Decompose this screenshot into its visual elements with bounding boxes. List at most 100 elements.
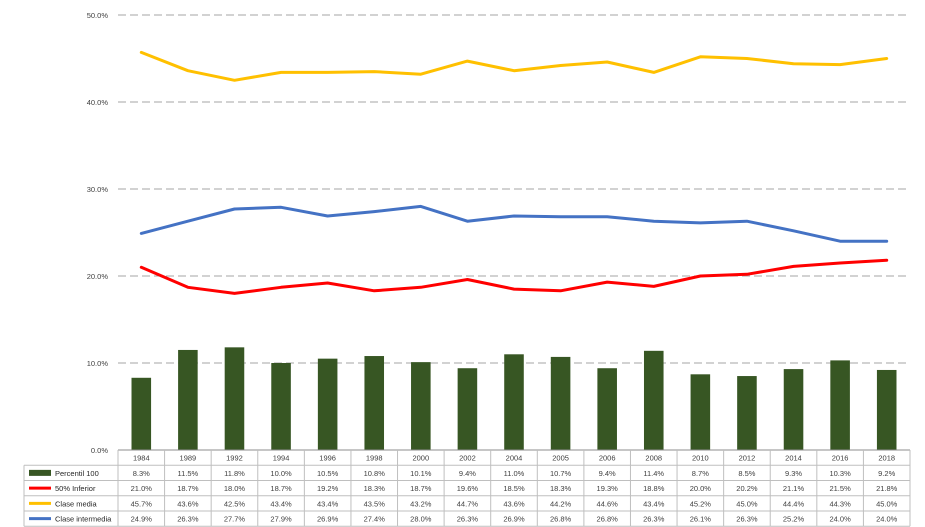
table-cell: 21.5%: [829, 484, 851, 493]
table-cell: 24.0%: [876, 515, 898, 524]
x-tick-label: 1994: [273, 454, 290, 463]
table-cell: 26.3%: [457, 515, 479, 524]
table-cell: 18.7%: [410, 484, 432, 493]
x-tick-label: 1989: [180, 454, 197, 463]
legend-key: [29, 469, 51, 476]
table-cell: 19.6%: [457, 484, 479, 493]
bar: [876, 369, 897, 450]
table-cell: 21.0%: [131, 484, 153, 493]
table-cell: 21.8%: [876, 484, 898, 493]
bar: [224, 347, 245, 450]
y-tick-label: 50.0%: [87, 11, 109, 20]
table-cell: 26.3%: [643, 515, 665, 524]
table-cell: 10.7%: [550, 469, 572, 478]
series-line-clase-intermedia: [139, 204, 889, 243]
table-cell: 19.3%: [597, 484, 619, 493]
table-cell: 10.8%: [364, 469, 386, 478]
x-tick-label: 2018: [878, 454, 895, 463]
legend-label: 50% Inferior: [55, 484, 96, 493]
table-cell: 9.4%: [599, 469, 616, 478]
table-cell: 20.0%: [690, 484, 712, 493]
table-cell: 25.2%: [783, 515, 805, 524]
series-line-50-inferior: [139, 258, 889, 295]
table-cell: 18.0%: [224, 484, 246, 493]
x-tick-label: 2005: [552, 454, 569, 463]
x-tick-label: 1996: [319, 454, 336, 463]
bar: [783, 369, 804, 450]
table-cell: 44.4%: [783, 499, 805, 508]
x-tick-label: 2008: [645, 454, 662, 463]
table-cell: 45.2%: [690, 499, 712, 508]
x-tick-label: 2000: [412, 454, 429, 463]
table-cell: 10.5%: [317, 469, 339, 478]
table-cell: 10.0%: [270, 469, 292, 478]
table-cell: 21.1%: [783, 484, 805, 493]
bar: [597, 368, 617, 450]
table-cell: 9.4%: [459, 469, 476, 478]
bar: [737, 376, 757, 450]
table-cell: 24.0%: [829, 515, 851, 524]
table-cell: 18.3%: [364, 484, 386, 493]
table-cell: 27.4%: [364, 515, 386, 524]
table-cell: 8.5%: [738, 469, 755, 478]
y-tick-label: 40.0%: [87, 98, 109, 107]
table-cell: 9.2%: [878, 469, 895, 478]
table-cell: 43.4%: [270, 499, 292, 508]
bar: [411, 362, 431, 450]
table-cell: 11.4%: [643, 469, 664, 478]
line-series: [139, 50, 889, 295]
bar: [317, 358, 338, 450]
y-tick-label: 0.0%: [91, 446, 108, 455]
table-cell: 43.2%: [410, 499, 432, 508]
table-cell: 11.5%: [178, 469, 199, 478]
table-cell: 45.0%: [736, 499, 758, 508]
y-tick-label: 10.0%: [87, 359, 109, 368]
x-tick-label: 1984: [133, 454, 150, 463]
x-tick-label: 2016: [832, 454, 849, 463]
table-cell: 19.2%: [317, 484, 339, 493]
legend-label: Clase intermedia: [55, 515, 112, 524]
table-cell: 44.3%: [829, 499, 851, 508]
table-cell: 11.0%: [504, 469, 525, 478]
table-cell: 43.4%: [643, 499, 665, 508]
table-cell: 10.3%: [829, 469, 851, 478]
table-cell: 44.6%: [597, 499, 619, 508]
gridlines: [118, 14, 910, 364]
y-axis: 0.0% 10.0% 20.0% 30.0% 40.0% 50.0%: [87, 11, 109, 455]
table-cell: 11.8%: [224, 469, 245, 478]
x-tick-label: 2004: [506, 454, 523, 463]
table-cell: 26.3%: [177, 515, 199, 524]
table-cell: 26.8%: [597, 515, 619, 524]
table-cell: 18.5%: [503, 484, 525, 493]
bar: [457, 368, 478, 450]
x-tick-label: 2006: [599, 454, 616, 463]
table-cell: 43.4%: [317, 499, 339, 508]
table-cell: 27.9%: [270, 515, 292, 524]
table-cell: 10.1%: [410, 469, 432, 478]
table-cell: 26.8%: [550, 515, 572, 524]
legend-label: Percentil 100: [55, 469, 99, 478]
bar: [830, 360, 850, 450]
bar: [364, 356, 385, 450]
table-cell: 44.2%: [550, 499, 572, 508]
x-tick-label: 1998: [366, 454, 383, 463]
table-cell: 20.2%: [736, 484, 758, 493]
legend-label: Clase media: [55, 499, 98, 508]
x-tick-label: 2002: [459, 454, 476, 463]
table-cell: 27.7%: [224, 515, 246, 524]
bar: [131, 377, 152, 450]
table-cell: 26.9%: [503, 515, 525, 524]
table-cell: 42.5%: [224, 499, 246, 508]
table-cell: 8.7%: [692, 469, 709, 478]
table-cell: 18.7%: [177, 484, 199, 493]
table-cell: 45.7%: [131, 499, 153, 508]
table-cell: 24.9%: [131, 515, 153, 524]
table-cell: 43.6%: [503, 499, 525, 508]
table-cell: 26.9%: [317, 515, 339, 524]
table-cell: 18.3%: [550, 484, 572, 493]
table-cell: 8.3%: [133, 469, 150, 478]
x-tick-label: 2012: [739, 454, 756, 463]
bar-series: [131, 347, 897, 450]
table-cell: 18.8%: [643, 484, 665, 493]
